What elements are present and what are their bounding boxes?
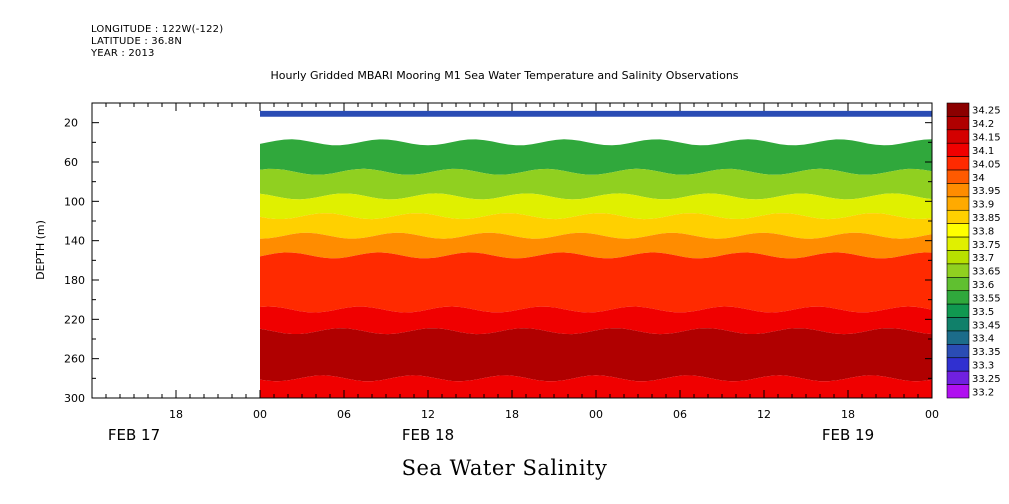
colorbar-label: 33.6: [972, 280, 994, 291]
colorbar-label: 33.4: [972, 334, 994, 345]
colorbar-swatch: [946, 223, 970, 238]
colorbar-swatch: [946, 156, 970, 171]
colorbar-swatch: [946, 344, 970, 359]
colorbar-label: 34.15: [972, 133, 1001, 144]
day-label: FEB 17: [108, 426, 160, 444]
colorbar-swatch: [946, 142, 970, 157]
colorbar-swatch: [946, 169, 970, 184]
colorbar-label: 34.05: [972, 159, 1001, 170]
colorbar-label: 33.8: [972, 226, 994, 237]
latitude-label: LATITUDE : 36.8N: [91, 36, 183, 47]
y-tick-label: 300: [64, 392, 85, 405]
colorbar-label: 33.35: [972, 347, 1001, 358]
chart-title: Hourly Gridded MBARI Mooring M1 Sea Wate…: [270, 69, 739, 82]
year-label: YEAR : 2013: [91, 48, 155, 59]
colorbar-swatch: [946, 317, 970, 332]
chart-caption: Sea Water Salinity: [401, 456, 608, 480]
colorbar-swatch: [946, 290, 970, 305]
colorbar-label: 33.9: [972, 200, 994, 211]
colorbar-swatch: [946, 384, 970, 399]
colorbar-legend: 34.25 34.2 34.15 34.1 34.05 34 33.95 33.9 33.85 3…: [946, 102, 1001, 399]
colorbar-swatch: [946, 196, 970, 211]
colorbar-label: 33.5: [972, 307, 994, 318]
colorbar-swatch: [946, 209, 970, 224]
salinity-band-34.05: [260, 252, 932, 313]
colorbar-swatch: [946, 250, 970, 265]
salinity-band-33.65: [260, 168, 932, 200]
y-axis-label: DEPTH (m): [34, 220, 47, 280]
day-label: FEB 18: [402, 426, 454, 444]
colorbar-label: 33.65: [972, 267, 1001, 278]
colorbar-label: 33.7: [972, 253, 994, 264]
colorbar-swatch: [946, 370, 970, 385]
colorbar-label: 33.3: [972, 360, 994, 371]
colorbar-label: 34.2: [972, 119, 994, 130]
colorbar-label: 33.2: [972, 387, 994, 398]
colorbar-label: 33.25: [972, 374, 1001, 385]
colorbar-label: 33.55: [972, 293, 1001, 304]
salinity-band-33.55: [260, 139, 932, 175]
colorbar-swatch: [946, 102, 970, 117]
salinity-band-33.95: [260, 232, 932, 259]
colorbar-swatch: [946, 357, 970, 372]
day-label: FEB 19: [822, 426, 874, 444]
salinity-band-33.35: [260, 110, 932, 117]
colorbar-swatch: [946, 116, 970, 131]
x-tick-label: 06: [673, 408, 687, 421]
salinity-band-33.75: [260, 193, 932, 220]
x-tick-label: 18: [841, 408, 855, 421]
x-tick-label: 06: [337, 408, 351, 421]
colorbar-swatch: [946, 330, 970, 345]
y-tick-label: 140: [64, 235, 85, 248]
x-tick-label: 12: [421, 408, 435, 421]
salinity-band-34.2: [260, 328, 932, 382]
salinity-band-33.85: [260, 213, 932, 239]
x-tick-label: 12: [757, 408, 771, 421]
y-tick-label: 260: [64, 353, 85, 366]
colorbar-label: 33.75: [972, 240, 1001, 251]
salinity-band-34.1: [260, 306, 932, 335]
x-tick-label: 18: [505, 408, 519, 421]
colorbar-label: 34.25: [972, 106, 1001, 117]
y-tick-label: 20: [64, 117, 78, 130]
colorbar-swatch: [946, 303, 970, 318]
colorbar-swatch: [946, 129, 970, 144]
x-tick-label: 18: [169, 408, 183, 421]
longitude-label: LONGITUDE : 122W(-122): [91, 24, 224, 35]
colorbar-swatch: [946, 183, 970, 198]
colorbar-swatch: [946, 263, 970, 278]
x-tick-label: 00: [589, 408, 603, 421]
colorbar-label: 33.45: [972, 320, 1001, 331]
colorbar-label: 34.1: [972, 146, 994, 157]
colorbar-label: 33.95: [972, 186, 1001, 197]
x-tick-label: 00: [925, 408, 939, 421]
y-tick-label: 60: [64, 156, 78, 169]
colorbar-label: 33.85: [972, 213, 1001, 224]
y-tick-label: 100: [64, 195, 85, 208]
y-tick-label: 180: [64, 274, 85, 287]
colorbar-label: 34: [972, 173, 985, 184]
x-tick-label: 00: [253, 408, 267, 421]
y-tick-label: 220: [64, 313, 85, 326]
colorbar-swatch: [946, 236, 970, 251]
colorbar-swatch: [946, 277, 970, 292]
